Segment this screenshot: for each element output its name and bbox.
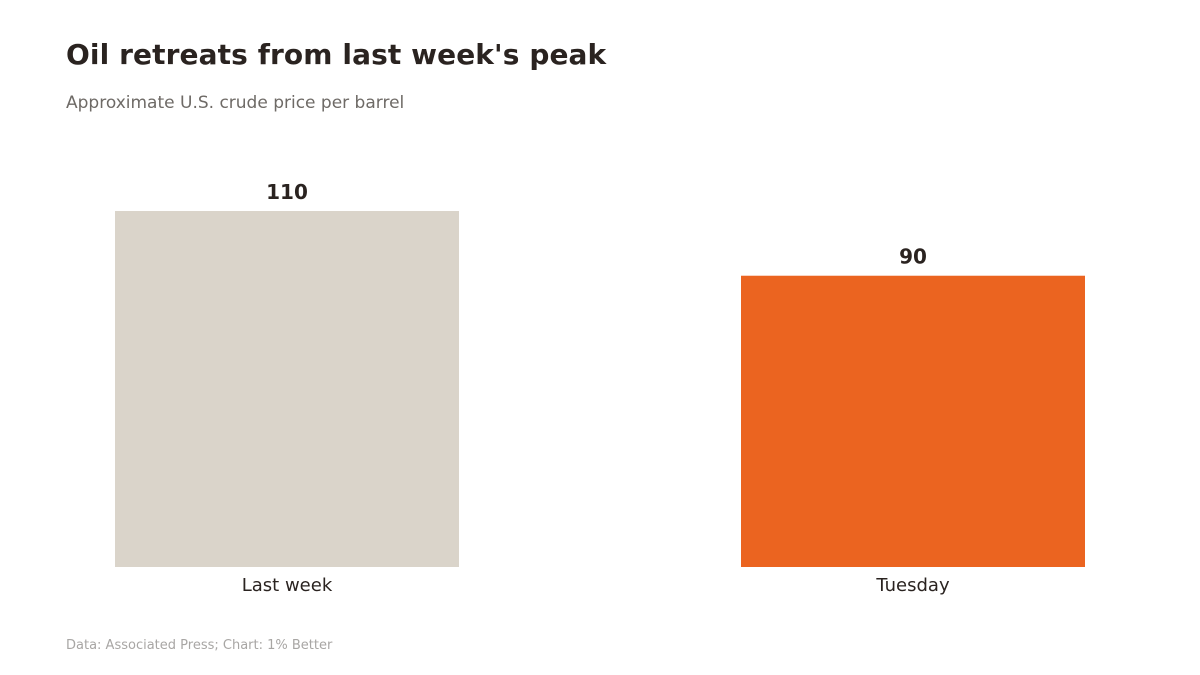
bar-last-week bbox=[115, 211, 459, 567]
source-note: Data: Associated Press; Chart: 1% Better bbox=[66, 638, 333, 653]
category-label-last-week: Last week bbox=[242, 575, 333, 596]
data-label-last-week: 110 bbox=[266, 180, 308, 204]
data-label-tuesday: 90 bbox=[899, 245, 927, 269]
chart-title: Oil retreats from last week's peak bbox=[66, 38, 607, 71]
category-label-tuesday: Tuesday bbox=[875, 575, 950, 596]
chart-subtitle: Approximate U.S. crude price per barrel bbox=[66, 93, 405, 113]
bar-tuesday bbox=[741, 275, 1085, 567]
